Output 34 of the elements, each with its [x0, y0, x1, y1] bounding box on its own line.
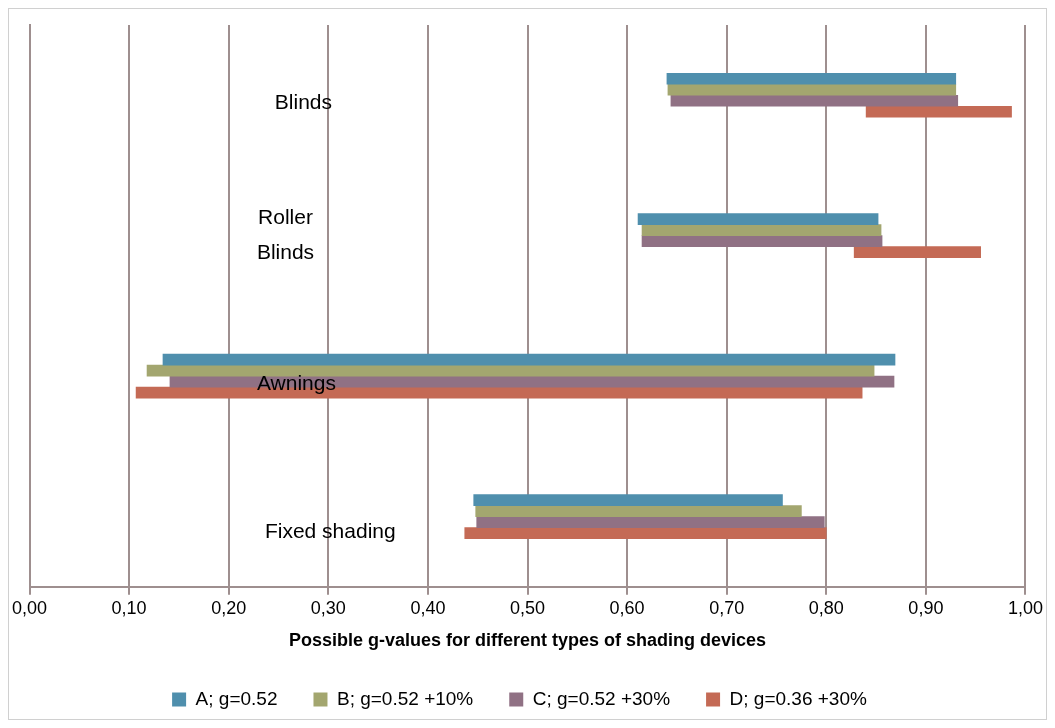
- bar: [641, 235, 883, 248]
- x-tick-label: 0,50: [509, 597, 546, 618]
- x-tick-label: 0,80: [808, 597, 844, 618]
- bar: [473, 494, 783, 506]
- y-tick-label: Awnings: [256, 370, 336, 394]
- bar: [865, 105, 1012, 118]
- x-tick-label: 0,00: [11, 597, 48, 618]
- bar: [146, 364, 875, 377]
- bar: [853, 246, 981, 259]
- bar: [641, 224, 882, 237]
- bar: [476, 516, 825, 528]
- bar: [464, 527, 827, 539]
- legend-label: C; g=0.52 +30%: [532, 687, 671, 709]
- bar: [666, 72, 957, 85]
- x-tick-label: 0,20: [211, 597, 247, 618]
- y-tick-label: Fixed shading: [264, 519, 396, 543]
- bar: [670, 94, 959, 107]
- x-tick-label: 0,10: [111, 597, 147, 618]
- bar: [162, 353, 896, 366]
- x-tick-label: 0,90: [908, 597, 944, 618]
- x-tick-label: 0,40: [410, 597, 446, 618]
- bar: [667, 83, 957, 96]
- x-tick-label: 0,30: [310, 597, 346, 618]
- bar: [475, 505, 802, 517]
- bar: [637, 213, 879, 226]
- y-tick-label: Blinds: [274, 90, 333, 114]
- legend-label: D; g=0.36 +30%: [729, 687, 867, 709]
- x-tick-label: 0,70: [709, 597, 745, 618]
- legend-label: A; g=0.52: [195, 687, 278, 709]
- x-tick-label: 0,60: [609, 597, 645, 618]
- legend-label: B; g=0.52 +10%: [336, 687, 474, 709]
- x-axis-title: Possible g-values for different types of shading devices: [288, 630, 767, 651]
- x-tick-label: 1,00: [1007, 597, 1044, 618]
- y-tick-label: Roller Blinds: [256, 204, 315, 263]
